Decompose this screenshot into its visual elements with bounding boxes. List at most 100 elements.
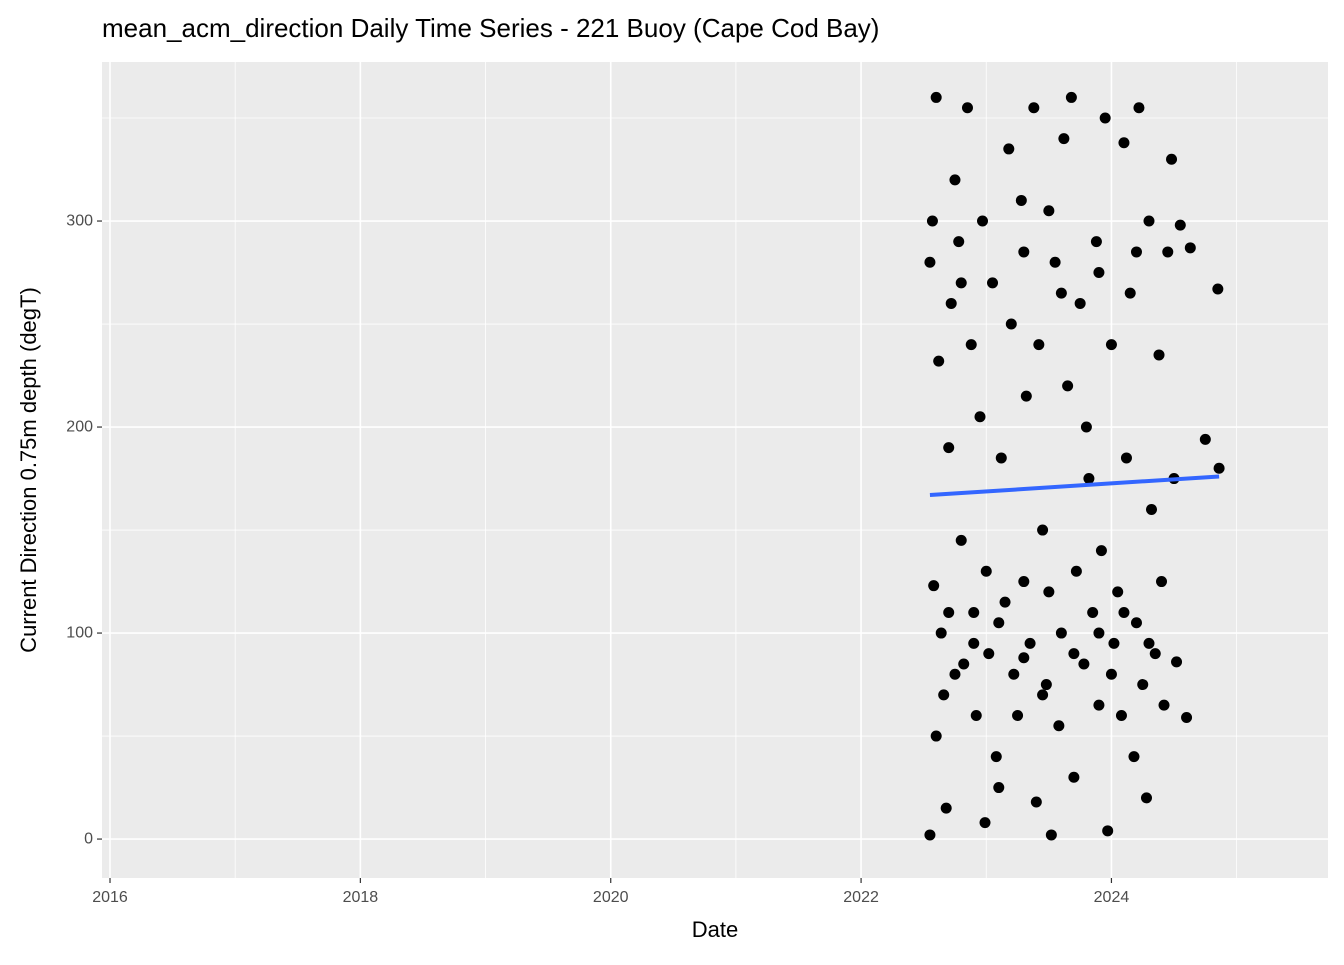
y-tick-label: 100 [66, 624, 93, 641]
plot-panel [102, 62, 1328, 878]
point [979, 817, 991, 829]
point [1043, 586, 1055, 598]
point [1093, 627, 1105, 639]
point [940, 802, 952, 814]
point [1102, 825, 1114, 837]
point [1095, 545, 1107, 557]
point [924, 829, 936, 841]
point [1130, 246, 1142, 258]
point [1128, 751, 1140, 763]
point [1174, 219, 1186, 231]
point [953, 236, 965, 248]
point [1156, 576, 1168, 588]
x-tick-label: 2020 [593, 889, 629, 906]
point [1018, 576, 1030, 588]
point [1093, 267, 1105, 279]
point [1062, 380, 1074, 392]
point [987, 277, 999, 289]
x-tick-label: 2018 [343, 889, 379, 906]
point [1049, 256, 1061, 268]
point [1105, 339, 1117, 351]
point [1124, 287, 1136, 299]
point [1083, 473, 1095, 485]
point [930, 730, 942, 742]
y-axis-label: Current Direction 0.75m depth (degT) [16, 287, 41, 653]
x-tick-label: 2024 [1094, 889, 1130, 906]
chart-title: mean_acm_direction Daily Time Series - 2… [102, 13, 879, 43]
point [955, 534, 967, 546]
point [1018, 652, 1030, 664]
point [933, 355, 945, 367]
y-tick-label: 200 [66, 418, 93, 435]
point [1065, 91, 1077, 103]
point [980, 565, 992, 577]
y-tick-label: 300 [66, 212, 93, 229]
point [983, 648, 995, 660]
point [958, 658, 970, 670]
point [1043, 205, 1055, 217]
point [993, 782, 1005, 794]
point [1162, 246, 1174, 258]
point [1087, 606, 1099, 618]
point [990, 751, 1002, 763]
point [928, 580, 940, 592]
point [999, 596, 1011, 608]
point [965, 339, 977, 351]
point [924, 256, 936, 268]
point [995, 452, 1007, 464]
point [1068, 771, 1080, 783]
point [930, 91, 942, 103]
point [1093, 699, 1105, 711]
point [1105, 668, 1117, 680]
point [1008, 668, 1020, 680]
point [1012, 709, 1024, 721]
x-axis-label: Date [692, 917, 738, 942]
point [1118, 137, 1130, 149]
point [945, 297, 957, 309]
point [943, 606, 955, 618]
point [1133, 102, 1145, 114]
point [1053, 720, 1065, 732]
point [1153, 349, 1165, 361]
point [1068, 648, 1080, 660]
point [968, 606, 980, 618]
point [1070, 565, 1082, 577]
point [1166, 153, 1178, 165]
point [926, 215, 938, 227]
point [974, 411, 986, 423]
point [1118, 606, 1130, 618]
point [1074, 297, 1086, 309]
point [1018, 246, 1030, 258]
point [1143, 215, 1155, 227]
point [1055, 287, 1067, 299]
point [1145, 503, 1157, 515]
point [1024, 637, 1036, 649]
point [1112, 586, 1124, 598]
point [938, 689, 950, 701]
point [1158, 699, 1170, 711]
point [1213, 462, 1225, 474]
point [1058, 133, 1070, 145]
point [977, 215, 989, 227]
point [1181, 712, 1193, 724]
point [1055, 627, 1067, 639]
point [1149, 648, 1161, 660]
point [1108, 637, 1120, 649]
point [1033, 339, 1045, 351]
point [970, 709, 982, 721]
trend-line [929, 474, 1220, 498]
x-tick-label: 2016 [92, 889, 128, 906]
point [1030, 796, 1042, 808]
point [1003, 143, 1015, 155]
point [1078, 658, 1090, 670]
point [1120, 452, 1132, 464]
point [1212, 283, 1224, 295]
point [1015, 194, 1027, 206]
point [1115, 709, 1127, 721]
point [1130, 617, 1142, 629]
point [943, 442, 955, 454]
point [1199, 433, 1211, 445]
point [1140, 792, 1152, 804]
y-tick-label: 0 [84, 830, 93, 847]
